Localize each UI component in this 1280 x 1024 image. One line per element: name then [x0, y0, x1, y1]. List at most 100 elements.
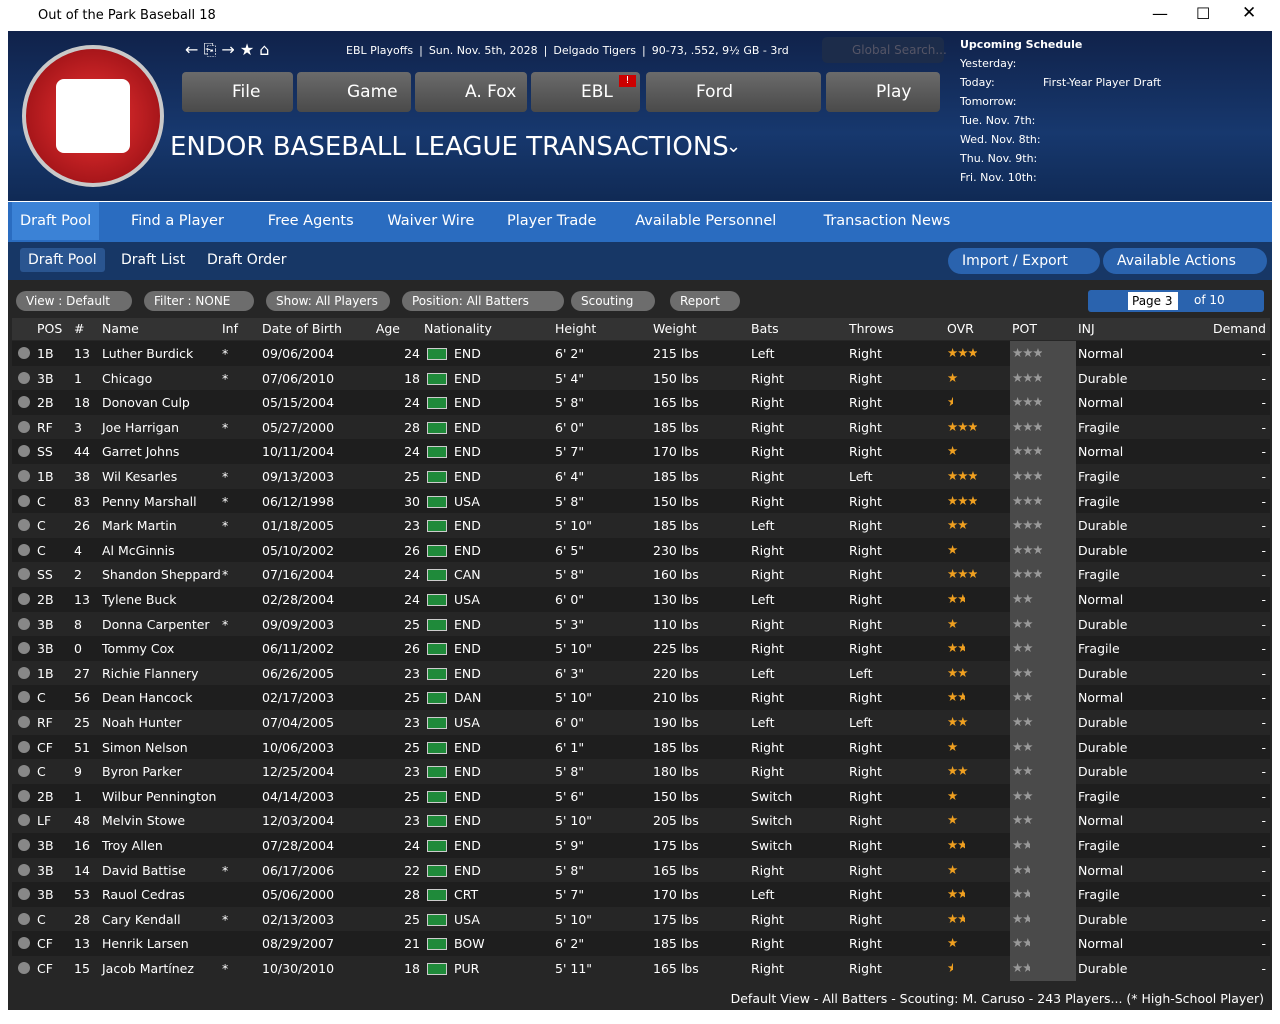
column-title[interactable]: POS [37, 321, 63, 336]
bats: Left [751, 887, 775, 903]
player-row[interactable]: 3B 14 David Battise * 06/17/2006 22 END 5' 8" 16… [12, 857, 1270, 883]
close[interactable]: ✕ [1242, 3, 1257, 23]
player-row[interactable]: LF 48 Melvin Stowe 12/03/2004 23 END 5' 10" 205… [12, 808, 1270, 834]
menu-button[interactable]: A. Fox [415, 72, 527, 112]
breadcrumb-item[interactable]: EBL Playoffs [346, 44, 414, 57]
pot-bg [1010, 660, 1076, 686]
column-header: POS # Name Inf Date of Birth Age Nationality He… [12, 318, 1270, 340]
schedule-day: Wed. Nov. 8th: [960, 133, 1041, 146]
title-dropdown[interactable]: ⌄ [726, 136, 742, 157]
breadcrumb-item[interactable]: Sun. Nov. 5th, 2028 [428, 44, 538, 57]
menu-button[interactable]: Game [297, 72, 411, 112]
subtab[interactable]: Draft List [121, 252, 186, 268]
player-row[interactable]: 2B 13 Tylene Buck 02/28/2004 24 USA 6' 0" 130 l… [12, 587, 1270, 612]
column-title[interactable]: Height [555, 321, 597, 336]
player-row[interactable]: C 4 Al McGinnis 05/10/2002 26 END 6' 5" 230 lbs… [12, 537, 1270, 563]
player-row[interactable]: 1B 38 Wil Kesarles * 09/13/2003 25 END 6' 4" 185… [12, 464, 1270, 489]
menu-button[interactable]: File [182, 72, 293, 112]
action-button[interactable]: Import / Export [948, 248, 1100, 274]
menu-button[interactable]: Ford [646, 72, 821, 112]
player-row[interactable]: 1B 27 Richie Flannery 06/26/2005 23 END 6' 3" 2… [12, 660, 1270, 686]
star-rating: ★ [947, 935, 958, 951]
menu-button[interactable]: EBL [531, 72, 640, 112]
pot-bg [1010, 685, 1076, 711]
player-row[interactable]: 3B 53 Rauol Cedras 05/06/2000 28 CRT 5' 7" 170 … [12, 882, 1270, 908]
column-title[interactable]: OVR [947, 321, 974, 336]
tab[interactable]: Available Personnel [635, 213, 777, 229]
player-row[interactable]: C 28 Cary Kendall * 02/13/2003 25 USA 5' 10" 175… [12, 906, 1270, 932]
filter[interactable]: Scouting [571, 291, 655, 311]
tab[interactable]: Find a Player [131, 213, 224, 229]
position: C [37, 911, 46, 927]
column-title[interactable]: Date of Birth [262, 321, 342, 336]
breadcrumb: EBL Playoffs | Sun. Nov. 5th, 2028 | Delgado… [346, 44, 789, 57]
action-button[interactable]: Available Actions [1103, 248, 1267, 274]
position: C [37, 690, 46, 706]
player-row[interactable]: 3B 16 Troy Allen 07/28/2004 24 END 5' 9" 175 lb… [12, 833, 1270, 858]
column-title[interactable]: # [74, 321, 85, 336]
minimize[interactable]: — [1152, 4, 1168, 23]
nationality: END [454, 788, 481, 804]
age: 24 [404, 592, 420, 607]
player-row[interactable]: C 26 Mark Martin * 01/18/2005 23 END 5' 10" 185 … [12, 513, 1270, 539]
demand: - [1261, 567, 1266, 583]
player-row[interactable]: RF 3 Joe Harrigan * 05/27/2000 28 END 6' 0" 185 … [12, 414, 1270, 440]
tab[interactable]: Draft Pool [12, 202, 100, 240]
player-row[interactable]: 3B 8 Donna Carpenter * 09/09/2003 25 END 5' 3" 1… [12, 611, 1270, 637]
column-title[interactable]: Inf [222, 321, 239, 336]
search[interactable]: Global Search... [822, 37, 947, 63]
player-row[interactable]: CF 51 Simon Nelson 10/06/2003 25 END 6' 1" 185 … [12, 734, 1270, 760]
breadcrumb-item[interactable]: Delgado Tigers [553, 44, 637, 57]
player-row[interactable]: C 83 Penny Marshall * 06/12/1998 30 USA 5' 8" 15… [12, 488, 1270, 514]
subtab[interactable]: Draft Order [207, 252, 287, 268]
column-title[interactable]: Weight [653, 321, 697, 336]
height: 5' 10" [555, 690, 593, 706]
height: 6' 0" [555, 419, 585, 435]
player-row[interactable]: 1B 13 Luther Burdick * 09/06/2004 24 END 6' 2" 2… [12, 341, 1270, 366]
column-title[interactable]: POT [1012, 321, 1038, 336]
nav-icons[interactable]: ← ⎘ → ★ ⌂ [185, 40, 270, 59]
column-title[interactable]: Name [102, 321, 139, 336]
player-row[interactable]: CF 15 Jacob Martínez * 10/30/2010 18 PUR 5' 11"… [12, 956, 1270, 981]
subtab-bar: Draft Pool Draft List Draft Order Import / … [8, 242, 1272, 280]
menu-button[interactable]: Play [826, 72, 940, 112]
column-title[interactable]: Bats [751, 321, 779, 336]
breadcrumb-item[interactable]: 90-73, .552, 9½ GB - 3rd [651, 44, 789, 57]
tab[interactable]: Transaction News [823, 213, 951, 229]
player-row[interactable]: 2B 1 Wilbur Pennington 04/14/2003 25 END 5' 6"… [12, 783, 1270, 809]
player-row[interactable]: 2B 18 Donovan Culp 05/15/2004 24 END 5' 8" 165 … [12, 390, 1270, 416]
player-row[interactable]: CF 13 Henrik Larsen 08/29/2007 21 BOW 6' 2" 185… [12, 931, 1270, 957]
page-input[interactable]: Page 3 [1128, 292, 1178, 310]
injury: Normal [1078, 690, 1124, 706]
player-row[interactable]: C 56 Dean Hancock 02/17/2003 25 DAN 5' 10" 210 … [12, 685, 1270, 711]
tab[interactable]: Player Trade [507, 213, 597, 229]
player-row[interactable]: 3B 1 Chicago * 07/06/2010 18 END 5' 4" 150 lbs Ri… [12, 365, 1270, 391]
flag [427, 372, 447, 385]
column-title[interactable]: Demand [1212, 321, 1266, 336]
throws: Right [849, 838, 882, 853]
maximize[interactable]: ☐ [1196, 4, 1211, 23]
filter[interactable]: Filter : NONE [144, 291, 254, 311]
subtab[interactable]: Draft Pool [20, 248, 105, 272]
filter[interactable]: Show: All Players [266, 291, 390, 311]
column-title[interactable]: Nationality [424, 321, 492, 336]
tab[interactable]: Free Agents [267, 213, 354, 229]
player-row[interactable]: SS 2 Shandon Sheppard * 07/16/2004 24 CAN 5' 8"… [12, 562, 1270, 588]
player-row[interactable]: SS 44 Garret Johns 10/11/2004 24 END 5' 7" 170 … [12, 439, 1270, 465]
flag [427, 741, 447, 754]
flag [427, 643, 447, 656]
filter[interactable]: View : Default [16, 291, 132, 311]
player-row[interactable]: C 9 Byron Parker 12/25/2004 23 END 5' 8" 180 lb… [12, 759, 1270, 785]
height: 5' 10" [555, 518, 593, 534]
column-title[interactable]: Throws [849, 321, 894, 336]
filter[interactable]: Report [670, 291, 740, 311]
weight: 150 lbs [653, 788, 699, 804]
player-row[interactable]: RF 25 Noah Hunter 07/04/2005 23 USA 6' 0" 190 l… [12, 710, 1270, 735]
filter[interactable]: Position: All Batters [402, 291, 564, 311]
flag [427, 569, 447, 582]
tab[interactable]: Waiver Wire [387, 213, 475, 229]
demand: - [1261, 911, 1266, 927]
column-title[interactable]: Age [375, 321, 400, 336]
player-row[interactable]: 3B 0 Tommy Cox 06/11/2002 26 END 5' 10" 225 lbs… [12, 636, 1270, 662]
column-title[interactable]: INJ [1078, 321, 1095, 336]
